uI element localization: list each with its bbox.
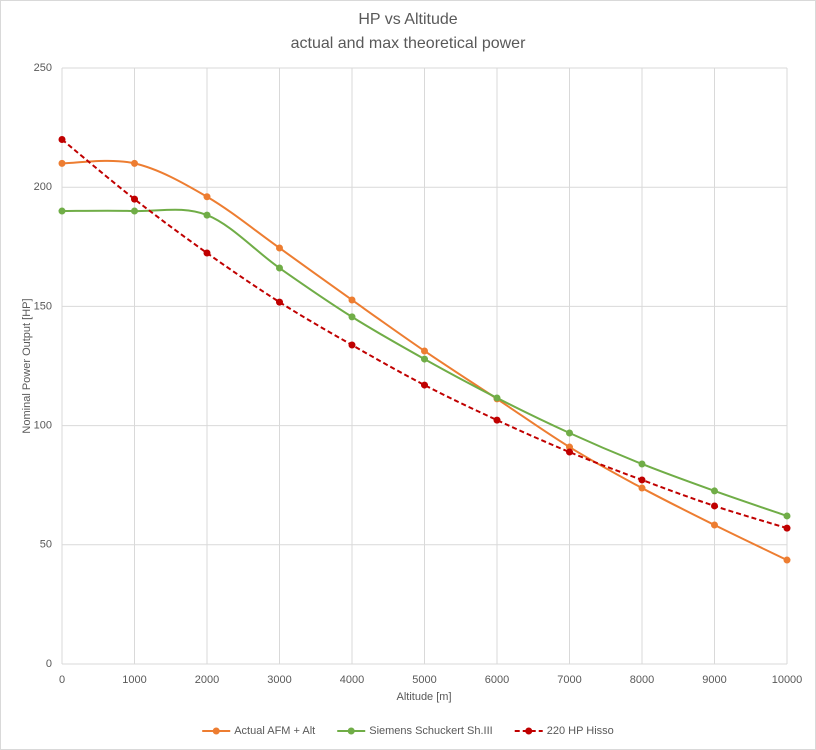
legend-label: Actual AFM + Alt <box>234 725 315 737</box>
data-point <box>58 207 66 215</box>
x-tick-label: 3000 <box>267 674 291 686</box>
data-point <box>131 159 138 167</box>
x-tick-label: 5000 <box>412 674 436 686</box>
series-line <box>61 138 788 530</box>
data-point <box>276 244 283 252</box>
legend-marker <box>212 727 220 735</box>
legend-item: 220 HP Hisso <box>514 725 614 737</box>
data-point <box>493 394 501 402</box>
data-point <box>421 347 428 355</box>
legend: Actual AFM + Alt Siemens Schuckert Sh.III… <box>202 725 614 737</box>
x-tick-label: 2000 <box>195 674 219 686</box>
data-point <box>711 521 718 529</box>
legend-label: Siemens Schuckert Sh.III <box>369 725 493 737</box>
y-tick-label: 200 <box>34 181 52 193</box>
data-point <box>276 264 283 272</box>
data-point <box>566 448 573 456</box>
data-point <box>131 195 138 203</box>
y-tick-label: 250 <box>34 62 52 74</box>
x-tick-label: 10000 <box>772 674 803 686</box>
data-point <box>493 416 501 424</box>
x-tick-label: 9000 <box>702 674 726 686</box>
data-point <box>203 249 211 257</box>
y-tick-label: 0 <box>46 658 52 670</box>
x-tick-label: 6000 <box>485 674 509 686</box>
legend-item: Siemens Schuckert Sh.III <box>337 725 493 737</box>
y-tick-label: 100 <box>34 420 52 432</box>
data-point <box>638 476 646 484</box>
y-tick-label: 50 <box>40 539 52 551</box>
data-point <box>638 460 646 468</box>
x-axis-title: Altitude [m] <box>396 691 451 703</box>
data-point <box>711 487 718 495</box>
data-point <box>711 502 718 510</box>
x-tick-label: 7000 <box>557 674 581 686</box>
chart-title: HP vs Altitude <box>358 11 457 28</box>
data-point <box>638 484 646 492</box>
data-point <box>58 136 66 144</box>
data-point <box>783 556 791 564</box>
x-tick-label: 8000 <box>630 674 654 686</box>
plot-area <box>58 136 791 564</box>
chart-subtitle: actual and max theoretical power <box>291 35 526 52</box>
data-point <box>783 524 791 532</box>
x-tick-label: 4000 <box>340 674 364 686</box>
data-point <box>348 341 356 349</box>
data-point <box>348 313 356 321</box>
legend-item: Actual AFM + Alt <box>202 725 315 737</box>
data-point <box>348 296 356 304</box>
legend-marker <box>347 727 355 735</box>
x-tick-label: 0 <box>59 674 65 686</box>
y-axis-title: Nominal Power Output [HP] <box>21 298 33 433</box>
data-point <box>131 207 138 215</box>
data-point <box>783 512 791 520</box>
data-point <box>566 443 573 451</box>
data-point <box>276 298 283 306</box>
data-point <box>203 211 211 219</box>
y-tick-label: 150 <box>34 300 52 312</box>
data-point <box>203 193 211 201</box>
legend-marker <box>525 727 533 735</box>
data-point <box>58 159 66 167</box>
data-point <box>421 355 428 363</box>
grid: 0 50 100 150 200 250 0 1000 2000 3000 4000 5000 6000… <box>34 62 803 686</box>
data-point <box>566 429 573 437</box>
x-tick-label: 1000 <box>122 674 146 686</box>
data-point <box>421 381 428 389</box>
legend-label: 220 HP Hisso <box>547 725 614 737</box>
